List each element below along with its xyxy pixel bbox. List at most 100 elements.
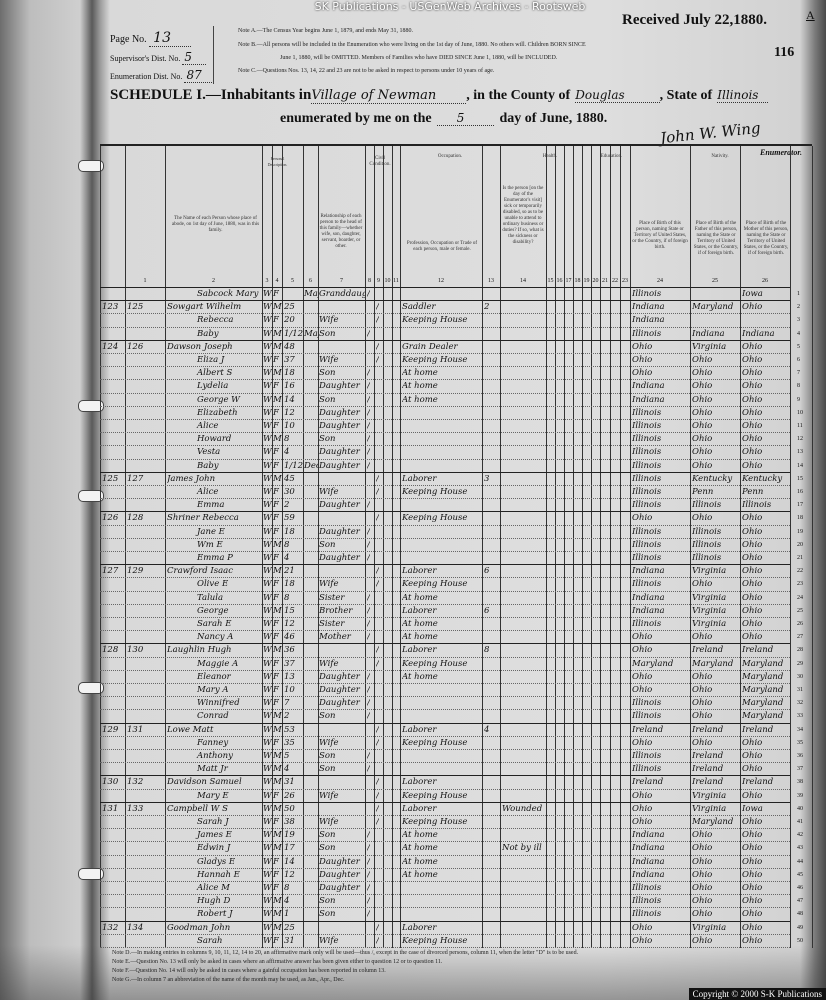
county-label: , in the County of — [466, 88, 571, 103]
months-unemployed: 4 — [484, 724, 490, 735]
birth-month: Dec — [304, 460, 318, 471]
father-birthplace: Penn — [692, 487, 714, 497]
mother-birthplace: Ireland — [742, 724, 774, 735]
dwelling-number: 127 — [102, 566, 119, 577]
person-name: Shriner Rebecca — [167, 513, 239, 524]
person-name: Sowgart Wilhelm — [167, 302, 242, 313]
sex: M — [273, 830, 282, 841]
sex: F — [273, 619, 279, 629]
birthplace: Illinois — [632, 407, 662, 418]
age: 4 — [284, 553, 290, 563]
person-name: Fanney — [197, 737, 229, 748]
note-b2: June 1, 1880, will be OMITTED. Members o… — [280, 55, 558, 61]
occupation: Grain Dealer — [402, 341, 458, 352]
line-number: 46 — [797, 885, 803, 891]
father-birthplace: Ohio — [692, 513, 713, 524]
relationship: Daughter — [319, 685, 360, 695]
color: W — [263, 513, 272, 524]
binder-ring — [78, 490, 104, 502]
line-number: 29 — [797, 660, 803, 667]
color: W — [263, 883, 272, 893]
civil-mark: / — [367, 421, 370, 431]
mother-birthplace: Ohio — [742, 737, 763, 748]
mother-birthplace: Maryland — [742, 698, 784, 709]
person-name: Talula — [197, 592, 224, 603]
birthplace: Illinois — [632, 487, 662, 497]
months-unemployed: 3 — [484, 473, 490, 484]
color: W — [263, 685, 272, 695]
color: W — [263, 592, 272, 603]
person-name: Campbell W S — [167, 803, 228, 814]
relationship: Wife — [319, 737, 339, 748]
row-divider — [100, 537, 790, 539]
age: 37 — [284, 658, 295, 669]
color: W — [263, 447, 272, 458]
row-divider — [100, 788, 790, 790]
row-divider — [100, 683, 790, 684]
column-divider — [262, 146, 263, 948]
relationship: Daughter — [319, 698, 360, 709]
mother-birthplace: Ohio — [742, 513, 763, 524]
color: W — [263, 790, 272, 801]
column-divider — [165, 146, 166, 948]
occupation: At home — [402, 671, 438, 682]
row-divider — [100, 669, 790, 671]
birthplace: Ohio — [632, 355, 653, 365]
birthplace: Illinois — [632, 539, 662, 550]
age: 38 — [284, 817, 295, 827]
occupation: Laborer — [402, 605, 437, 616]
age: 10 — [284, 685, 295, 695]
column-divider — [383, 146, 384, 948]
sex: M — [273, 566, 282, 577]
father-birthplace: Illinois — [692, 539, 722, 550]
color: W — [263, 341, 272, 352]
relationship: Son — [319, 328, 336, 339]
occupation: Keeping House — [402, 935, 468, 946]
color: W — [263, 711, 272, 722]
father-birthplace: Maryland — [692, 302, 734, 313]
color: W — [263, 856, 272, 867]
sex: M — [273, 341, 282, 352]
civil-mark: / — [367, 500, 370, 511]
age: 1/12 — [284, 328, 303, 339]
civil-mark: / — [376, 658, 379, 669]
dwelling-number: 131 — [102, 803, 119, 814]
color: W — [263, 407, 272, 418]
color: W — [263, 381, 272, 392]
column-divider — [125, 146, 126, 948]
civil-mark: / — [376, 487, 379, 497]
person-name: Eleanor — [197, 671, 231, 682]
civil-mark: / — [367, 447, 370, 458]
mother-birthplace: Ohio — [742, 790, 763, 801]
relationship: Wife — [319, 658, 339, 669]
column-divider — [812, 146, 813, 948]
header-profession: Profession, Occupation or Trade of each … — [406, 241, 478, 252]
column-number: 14 — [520, 278, 526, 284]
birthplace: Indiana — [632, 605, 665, 616]
relationship: Son — [319, 434, 336, 445]
civil-mark: / — [376, 777, 379, 788]
mother-birthplace: Ohio — [742, 922, 763, 933]
father-birthplace: Ohio — [692, 711, 713, 722]
relationship: Daughter — [319, 460, 360, 471]
father-birthplace: Virginia — [692, 566, 727, 577]
mother-birthplace: Iowa — [742, 289, 763, 299]
age: 4 — [284, 896, 290, 907]
line-number: 14 — [797, 462, 803, 469]
birthplace: Illinois — [632, 711, 662, 722]
sex: F — [273, 447, 279, 458]
age: 18 — [284, 579, 295, 590]
relationship: Sister — [319, 592, 345, 603]
day-value: 5 — [436, 111, 495, 126]
sex: M — [273, 302, 282, 313]
column-divider — [482, 146, 483, 948]
line-number: 11 — [797, 423, 803, 429]
page-value: 13 — [149, 30, 191, 47]
civil-mark: / — [367, 605, 370, 616]
civil-mark: / — [367, 869, 370, 880]
line-number: 50 — [797, 937, 803, 944]
civil-mark: / — [376, 790, 379, 801]
civil-mark: / — [376, 803, 379, 814]
row-divider — [100, 498, 790, 500]
relationship: Son — [319, 830, 336, 841]
